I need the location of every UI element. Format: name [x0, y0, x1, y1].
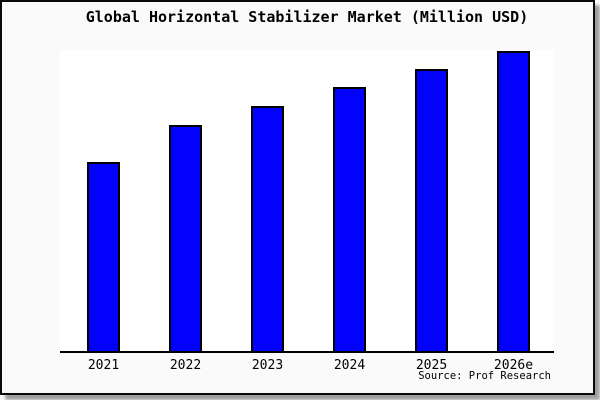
chart-title: Global Horizontal Stabilizer Market (Mil…	[85, 8, 529, 26]
bar-2026e	[497, 51, 530, 351]
bar-2024	[333, 87, 366, 351]
chart-frame: Global Horizontal Stabilizer Market (Mil…	[0, 0, 595, 395]
x-tick-label-2025: 2025	[415, 358, 448, 373]
plot-area	[60, 50, 554, 353]
x-tick-label-2022: 2022	[169, 358, 202, 373]
source-note: Source: Prof Research	[418, 370, 551, 382]
bar-2025	[415, 69, 448, 351]
bar-2022	[169, 125, 202, 351]
x-tick-label-2026e: 2026e	[493, 358, 534, 373]
bar-2023	[251, 106, 284, 351]
x-tick-label-2024: 2024	[333, 358, 366, 373]
x-tick-label-2021: 2021	[87, 358, 120, 373]
x-tick-label-2023: 2023	[251, 358, 284, 373]
bar-2021	[87, 162, 120, 351]
